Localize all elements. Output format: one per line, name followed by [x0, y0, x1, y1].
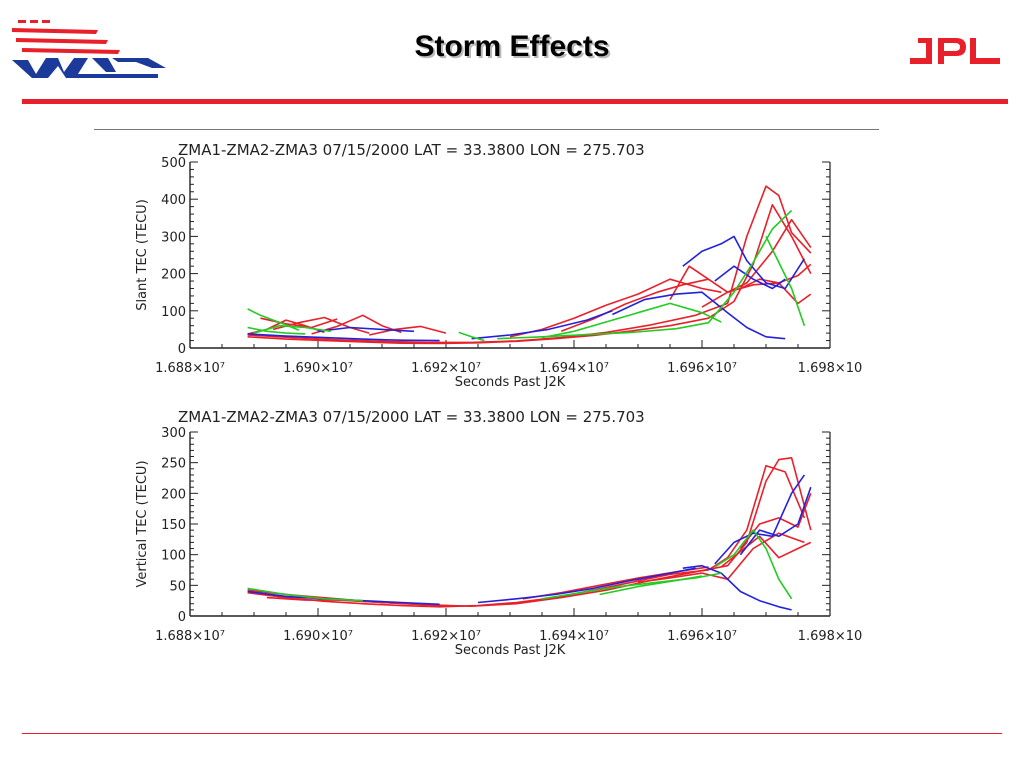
series-line-7 [720, 535, 812, 568]
y-tick-label: 300 [161, 230, 186, 245]
y-tick-label: 300 [161, 426, 186, 441]
x-tick-label: 1.690×10⁷ [283, 361, 353, 376]
series-line-1 [247, 464, 806, 608]
series-line-10 [477, 567, 696, 604]
chart-title: ZMA1-ZMA2-ZMA3 07/15/2000 LAT = 33.3800 … [178, 141, 645, 159]
series-line-14 [471, 310, 613, 340]
series-line-5 [369, 325, 447, 336]
y-tick-label: 100 [161, 549, 186, 564]
y-tick-label: 0 [178, 610, 186, 625]
y-tick-label: 400 [161, 193, 186, 208]
series-line-8 [739, 493, 812, 549]
x-tick-label: 1.696×10⁷ [667, 629, 737, 644]
series-line-4 [311, 314, 402, 335]
series-line-23 [541, 302, 722, 339]
series-line-1 [260, 317, 338, 329]
y-tick-label: 50 [169, 579, 186, 594]
y-axis-label: Slant TEC (TECU) [135, 199, 150, 311]
header-divider [22, 99, 1008, 104]
x-tick-label: 1.694×10⁷ [539, 629, 609, 644]
y-tick-label: 500 [161, 156, 186, 171]
series-line-15 [612, 291, 786, 340]
series-line-18 [317, 326, 415, 333]
series-line-21 [253, 324, 331, 334]
series-line-20 [247, 326, 306, 335]
series-line-7 [247, 185, 812, 344]
slide-title: Storm Effects [414, 30, 610, 63]
series-line-12 [714, 474, 806, 565]
chart-1: ZMA1-ZMA2-ZMA3 07/15/2000 LAT = 33.3800 … [135, 141, 862, 390]
chart-top-divider [94, 129, 879, 130]
series-line-8 [509, 278, 722, 338]
chart-title: ZMA1-ZMA2-ZMA3 07/15/2000 LAT = 33.3800 … [178, 408, 645, 426]
x-tick-label: 1.688×10⁷ [155, 629, 225, 644]
footer-divider [22, 733, 1002, 734]
chart-2: ZMA1-ZMA2-ZMA3 07/15/2000 LAT = 33.3800 … [135, 408, 862, 658]
series-line-2 [247, 456, 812, 608]
series-line-17 [714, 529, 793, 600]
series-line-11 [701, 282, 812, 308]
series-line-16 [599, 575, 703, 596]
series-line-17 [714, 265, 786, 290]
series-line-13 [739, 486, 812, 556]
y-tick-label: 100 [161, 305, 186, 320]
series-line-22 [458, 331, 485, 342]
x-tick-label: 1.694×10⁷ [539, 361, 609, 376]
series-line-25 [765, 236, 806, 326]
x-tick-label: 1.698×10 [798, 629, 863, 644]
x-tick-label: 1.698×10 [798, 361, 863, 376]
jpl-logo [910, 34, 1006, 73]
series-line-16 [682, 235, 806, 290]
series-line-11 [682, 564, 792, 611]
series-line-3 [272, 316, 370, 334]
y-tick-label: 250 [161, 457, 186, 472]
x-axis-label: Seconds Past J2K [455, 375, 566, 390]
series-line-6 [247, 204, 812, 345]
x-tick-label: 1.688×10⁷ [155, 361, 225, 376]
y-axis-label: Vertical TEC (TECU) [135, 460, 150, 587]
x-tick-label: 1.692×10⁷ [411, 361, 481, 376]
y-tick-label: 200 [161, 268, 186, 283]
series-line-13 [247, 333, 440, 342]
y-tick-label: 200 [161, 487, 186, 502]
y-tick-label: 150 [161, 518, 186, 533]
waas-logo [8, 14, 168, 91]
y-tick-label: 0 [178, 342, 186, 357]
series-line-14 [247, 587, 363, 602]
x-tick-label: 1.690×10⁷ [283, 629, 353, 644]
series-line-24 [497, 209, 793, 340]
series-line-9 [560, 278, 709, 333]
x-tick-label: 1.692×10⁷ [411, 629, 481, 644]
x-axis-label: Seconds Past J2K [455, 643, 566, 658]
x-tick-label: 1.696×10⁷ [667, 361, 737, 376]
